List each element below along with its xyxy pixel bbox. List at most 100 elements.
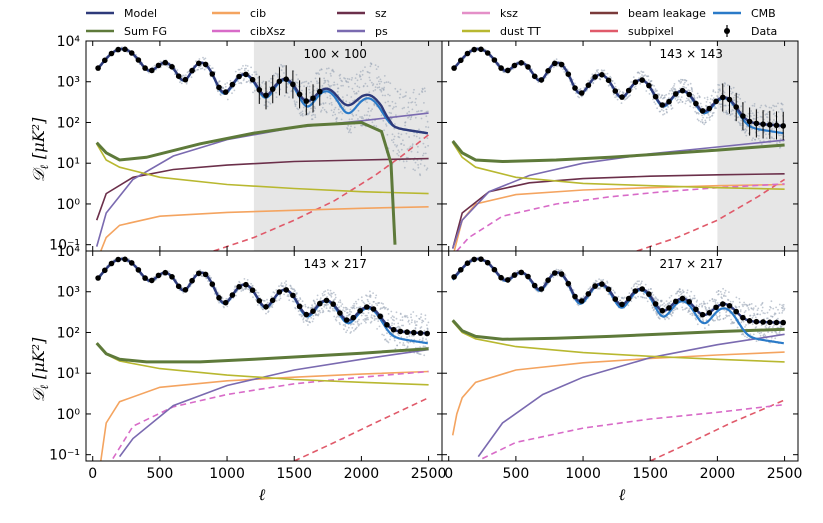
scatter-point <box>391 100 394 103</box>
scatter-point <box>677 290 680 293</box>
scatter-point <box>735 296 738 299</box>
scatter-point <box>310 316 313 319</box>
scatter-point <box>313 300 316 303</box>
scatter-point <box>248 80 250 82</box>
series-line-subpix <box>649 399 785 461</box>
scatter-point <box>694 297 696 300</box>
scatter-point <box>702 116 704 119</box>
scatter-point <box>422 142 425 145</box>
scatter-point <box>375 317 378 320</box>
y-tick-label: 10⁻¹ <box>49 448 80 464</box>
scatter-point <box>153 64 156 67</box>
series-line-dust <box>452 142 785 190</box>
scatter-point <box>246 80 249 83</box>
legend-entry-ps: ps <box>337 25 388 38</box>
scatter-point <box>342 309 344 311</box>
scatter-point <box>253 89 256 92</box>
scatter-point <box>722 318 725 320</box>
scatter-point <box>652 98 654 101</box>
scatter-point <box>414 169 416 172</box>
data-point <box>108 50 115 57</box>
scatter-point <box>271 304 273 307</box>
scatter-point <box>328 293 331 296</box>
scatter-point <box>737 96 740 99</box>
scatter-point <box>723 294 725 297</box>
scatter-point <box>710 94 713 97</box>
scatter-point <box>758 332 761 335</box>
scatter-point <box>706 96 709 99</box>
scatter-point <box>637 295 639 298</box>
scatter-point <box>686 289 689 292</box>
scatter-point <box>283 293 285 296</box>
series-line-dust <box>96 143 429 195</box>
scatter-point <box>680 81 683 83</box>
scatter-point <box>717 91 720 93</box>
scatter-point <box>686 97 688 100</box>
x-tick-label: 500 <box>147 466 174 482</box>
scatter-point <box>647 79 650 81</box>
data-point <box>162 269 169 276</box>
scatter-point <box>358 323 361 326</box>
scatter-point <box>321 292 324 295</box>
scatter-point <box>574 82 576 85</box>
scatter-point <box>732 86 735 89</box>
scatter-point <box>617 295 620 298</box>
scatter-point <box>606 72 609 75</box>
scatter-point <box>375 125 378 127</box>
scatter-point <box>719 89 721 92</box>
data-point <box>142 65 148 71</box>
data-point <box>552 60 558 67</box>
scatter-point <box>281 66 284 68</box>
scatter-point <box>342 99 345 102</box>
scatter-point <box>691 88 693 91</box>
scatter-point <box>180 82 183 85</box>
scatter-point <box>198 58 201 60</box>
data-point <box>276 78 283 85</box>
data-point <box>733 308 739 315</box>
scatter-point <box>226 82 229 84</box>
scatter-point <box>598 278 600 280</box>
scatter-point <box>424 90 426 93</box>
scatter-point <box>360 117 363 120</box>
data-point <box>243 71 249 78</box>
data-point <box>464 50 471 57</box>
scatter-point <box>243 278 246 280</box>
data-point <box>746 318 753 324</box>
scatter-point <box>594 281 596 284</box>
binned-data <box>95 256 431 337</box>
scatter-point <box>391 139 393 142</box>
scatter-point <box>314 107 316 110</box>
scatter-point <box>414 116 417 119</box>
scatter-point <box>320 109 323 112</box>
scatter-point <box>643 293 645 296</box>
scatter-point <box>259 85 262 88</box>
scatter-point <box>320 103 322 106</box>
scatter-point <box>314 116 317 119</box>
legend-label: beam leakage <box>628 7 706 20</box>
data-point <box>686 299 692 305</box>
scatter-point <box>781 304 784 307</box>
data-point <box>740 314 746 321</box>
scatter-point <box>246 279 249 281</box>
scatter-point <box>422 154 424 157</box>
scatter-point <box>290 78 293 81</box>
scatter-point <box>758 135 760 137</box>
series-line-sumfg <box>95 120 397 245</box>
data-point <box>565 280 572 287</box>
scatter-point <box>335 319 338 322</box>
scatter-point <box>353 126 356 129</box>
scatter-point <box>754 305 757 307</box>
data-point <box>269 297 276 304</box>
scatter-point <box>660 300 663 303</box>
scatter-point <box>770 300 773 303</box>
scatter-point <box>670 88 673 90</box>
scatter-point <box>403 106 405 109</box>
scatter-point <box>377 65 380 68</box>
scatter-point <box>663 94 666 97</box>
scatter-point <box>422 337 424 340</box>
scatter-point <box>382 303 384 305</box>
scatter-point <box>739 122 742 125</box>
scatter-point <box>760 104 763 107</box>
scatter-point <box>389 104 392 107</box>
binned-data <box>95 46 323 116</box>
